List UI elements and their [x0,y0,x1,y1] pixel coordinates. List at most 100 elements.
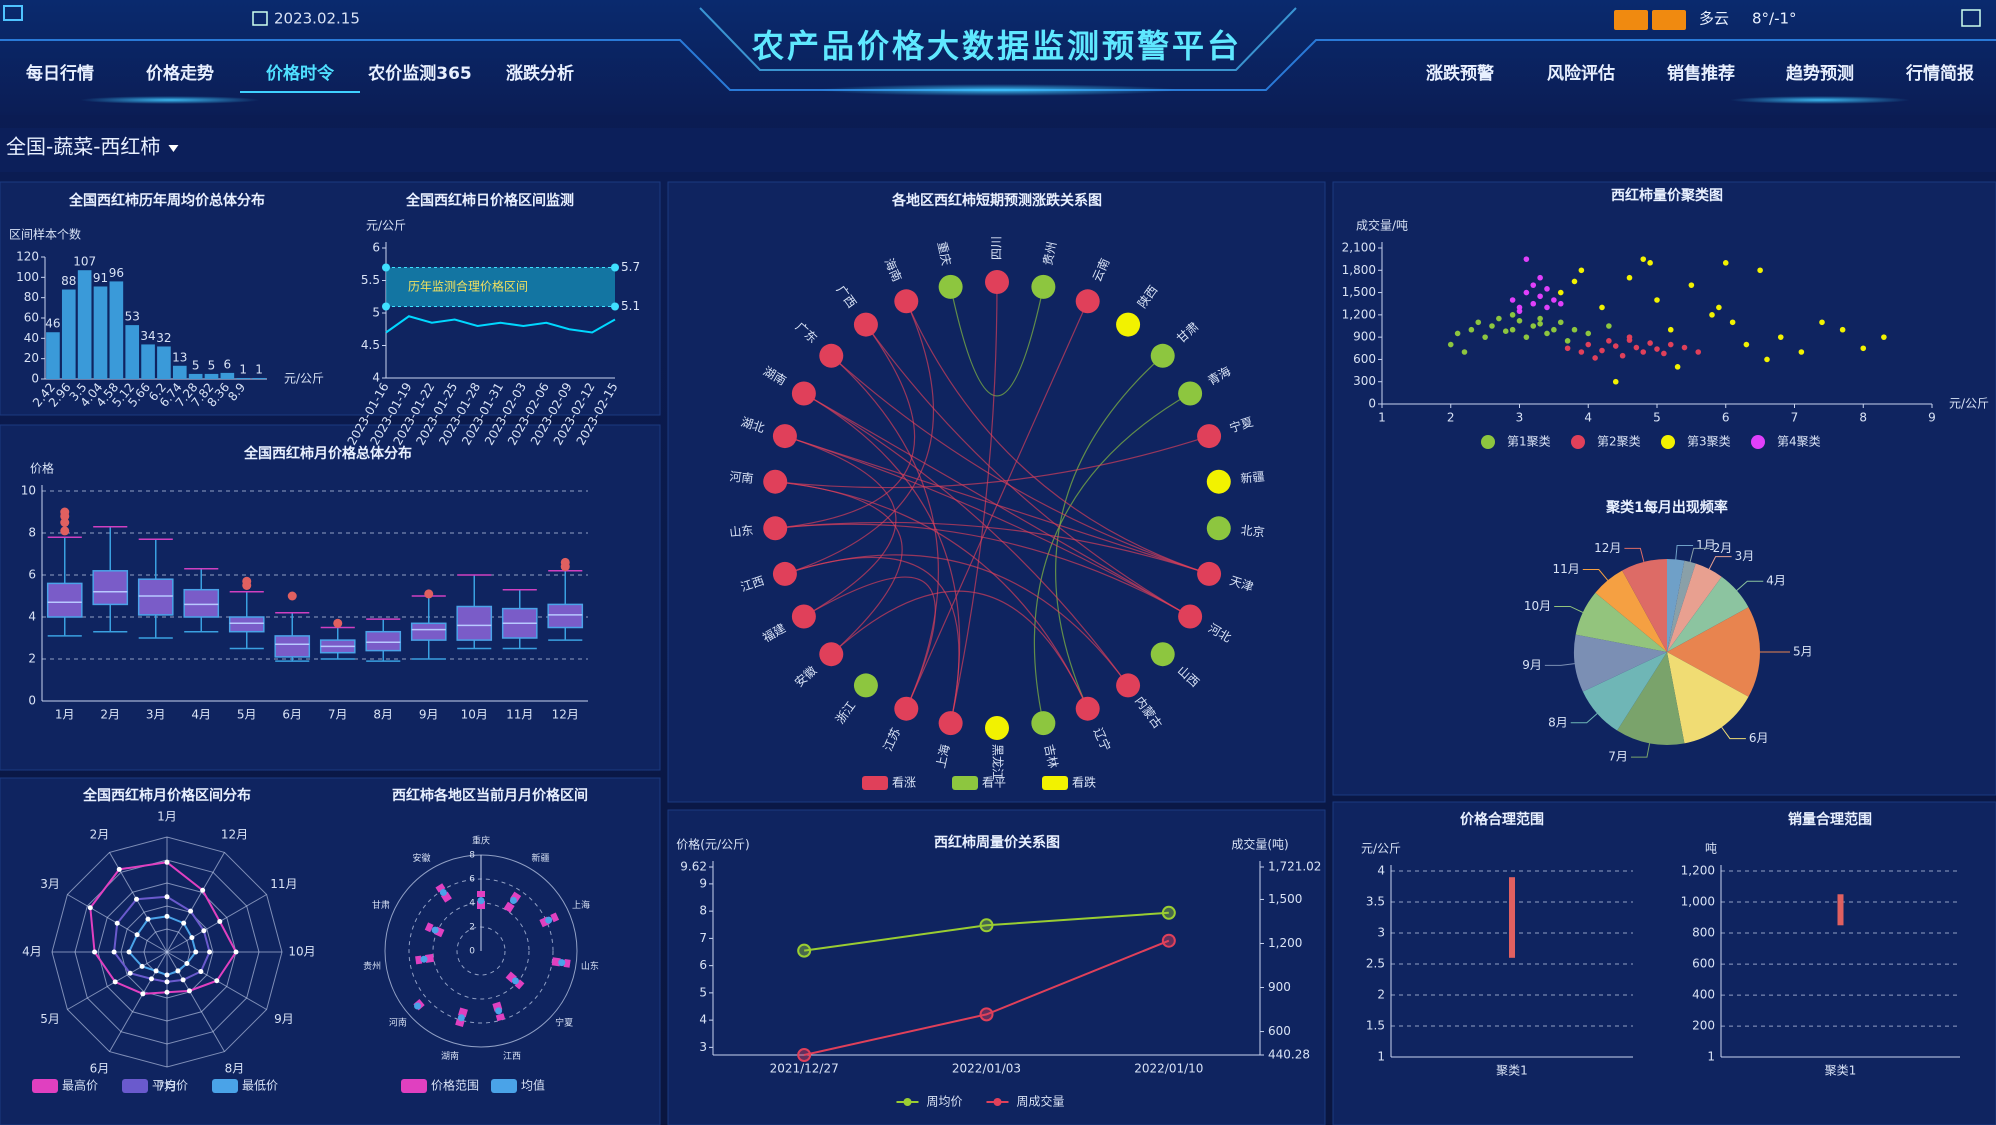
y-tick-label: 1,500 [1268,892,1302,906]
point [979,918,994,933]
legend-label[interactable]: 最高价 [62,1078,98,1093]
date: 2023.02.15 [274,10,360,28]
point [1544,286,1550,292]
legend-label[interactable]: 平均价 [152,1079,188,1093]
node[interactable] [938,274,963,299]
range-bar [424,922,445,938]
node[interactable] [1031,711,1056,736]
legend-label[interactable]: 最低价 [242,1079,278,1093]
legend-label[interactable]: 价格范围 [431,1078,479,1093]
node[interactable] [1150,642,1175,667]
y-axis-title: 吨 [1705,842,1717,856]
point [1612,378,1619,385]
slice-label: 6月 [1749,731,1769,745]
node[interactable] [894,289,919,314]
legend-label[interactable]: 周均价 [927,1095,963,1109]
x-tick-label: 6月 [282,708,302,722]
node[interactable] [1197,424,1222,449]
legend-swatch [862,776,888,790]
node[interactable] [1150,343,1175,368]
node[interactable] [1206,469,1231,494]
x-tick-label: 7月 [328,708,348,722]
nav-item[interactable]: 价格走势 [146,63,214,84]
node[interactable] [1116,673,1141,698]
legend-label[interactable]: 第3聚类 [1687,435,1731,449]
y-tick-label: 200 [1692,1019,1715,1033]
y-tick-label: 800 [1692,926,1715,940]
nav-item[interactable]: 农价监测365 [367,63,472,84]
axis-label: 10月 [288,945,315,959]
legend-label[interactable]: 看跌 [1072,775,1096,790]
mean-marker [439,888,447,896]
temperature: 8°/-1° [1752,10,1797,28]
y-tick-label: 1,800 [1342,263,1376,277]
node[interactable] [1197,561,1222,586]
node[interactable] [1178,381,1203,406]
node[interactable] [894,696,919,721]
mean-marker [457,1014,465,1022]
node[interactable] [1178,604,1203,629]
point [1839,326,1846,333]
mean-marker [477,897,485,905]
legend-label[interactable]: 看平 [982,776,1006,790]
nav-item[interactable]: 涨跌分析 [506,63,574,84]
radar-point [148,976,154,982]
node[interactable] [853,312,878,337]
axis-label: 宁夏 [555,1017,573,1029]
y-tick-label: 100 [16,270,39,284]
weather: 多云 [1699,10,1729,28]
node[interactable] [1116,312,1141,337]
title-frame [699,7,1297,71]
node[interactable] [1206,516,1231,541]
legend-label[interactable]: 第2聚类 [1597,435,1641,449]
y-tick-label: 1,200 [1342,307,1376,321]
breadcrumb[interactable]: 全国-蔬菜-西红柿 [6,135,160,159]
nav-item[interactable]: 涨跌预警 [1426,63,1494,84]
node[interactable] [791,604,816,629]
nav-item[interactable]: 每日行情 [26,63,94,84]
link [1033,392,1191,724]
legend-label[interactable]: 均值 [521,1078,545,1093]
node[interactable] [819,642,844,667]
legend-label[interactable]: 第1聚类 [1507,435,1551,449]
legend-label[interactable]: 第4聚类 [1777,435,1821,449]
nav-item[interactable]: 行情简报 [1905,63,1974,84]
x-tick-label: 6 [1722,411,1730,425]
outlier [60,518,70,527]
legend-label[interactable]: 周成交量 [1017,1094,1065,1109]
series-line [385,315,616,334]
node[interactable] [772,561,797,586]
radar-point [127,970,133,976]
point [1537,274,1543,281]
radar-point [134,896,140,902]
point [1716,304,1722,311]
legend-label[interactable]: 看涨 [892,775,916,790]
slice-label: 7月 [1608,750,1628,764]
node[interactable] [1031,274,1056,299]
node[interactable] [791,381,816,406]
node[interactable] [853,673,878,698]
node[interactable] [938,711,963,736]
node[interactable] [1075,289,1100,314]
node[interactable] [985,270,1009,294]
point [1482,334,1488,340]
nav-item[interactable]: 价格时令 [266,63,335,84]
menu-icon[interactable] [3,5,23,21]
y-tick-label: 10 [21,484,36,498]
node[interactable] [772,424,797,449]
node[interactable] [985,716,1009,740]
exit-icon[interactable] [1961,9,1981,27]
nav-item[interactable]: 销售推荐 [1667,63,1735,84]
node[interactable] [819,343,844,368]
data-label: 32 [156,331,171,345]
nav-item[interactable]: 趋势预测 [1786,63,1854,84]
radar-point [233,949,239,955]
nav-item[interactable]: 风险评估 [1547,63,1615,84]
node[interactable] [763,516,788,541]
y-tick-label: 2,100 [1342,241,1376,255]
node[interactable] [1075,696,1100,721]
node[interactable] [763,469,788,494]
point [1537,293,1543,300]
point [1530,323,1537,329]
dropdown-arrow[interactable] [168,145,179,152]
